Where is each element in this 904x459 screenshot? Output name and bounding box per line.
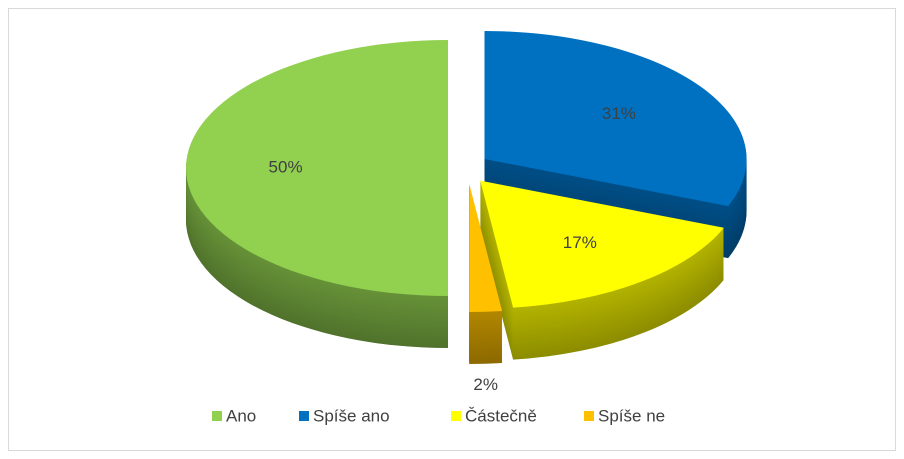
- legend-swatch: [584, 411, 594, 421]
- slice: [186, 40, 448, 296]
- legend-label: Ano: [226, 406, 256, 425]
- legend-label: Částečně: [465, 406, 537, 425]
- slice: [480, 180, 724, 308]
- data-label: 2%: [473, 375, 498, 394]
- data-label: 31%: [602, 104, 636, 123]
- legend-swatch: [299, 411, 309, 421]
- slice: [469, 183, 503, 312]
- data-label: 17%: [563, 233, 597, 252]
- data-label: 50%: [269, 157, 303, 176]
- legend-swatch: [451, 411, 461, 421]
- legend-label: Spíše ne: [598, 406, 665, 425]
- slice: [484, 31, 747, 207]
- legend-swatch: [212, 411, 222, 421]
- legend-label: Spíše ano: [313, 406, 390, 425]
- chart-border: [8, 8, 896, 451]
